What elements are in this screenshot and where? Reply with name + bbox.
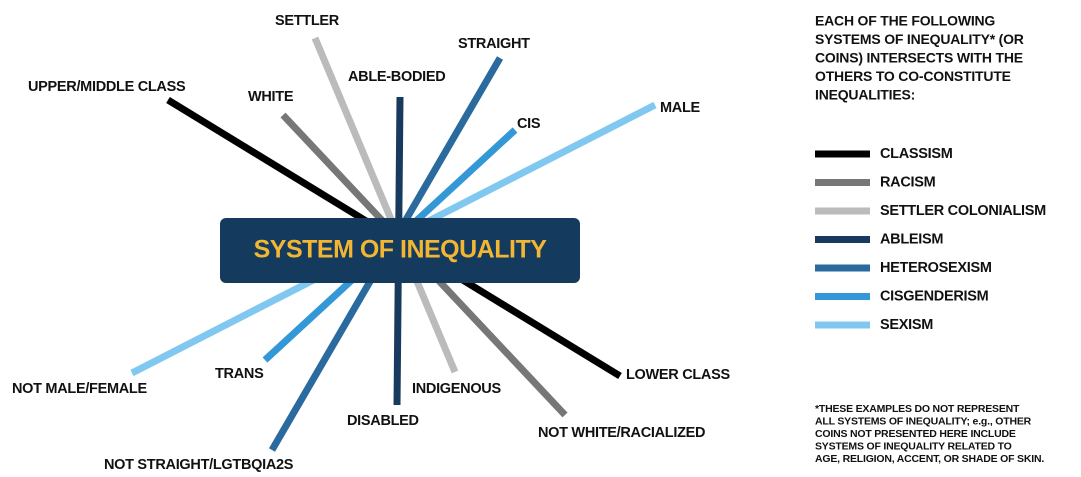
footnote-line: AGE, RELIGION, ACCENT, OR SHADE OF SKIN. bbox=[815, 453, 1044, 465]
footnote-line: COINS NOT PRESENTED HERE INCLUDE bbox=[815, 428, 1016, 440]
privileged-label: UPPER/MIDDLE CLASS bbox=[28, 79, 186, 95]
marginalized-label: NOT WHITE/RACIALIZED bbox=[538, 425, 705, 441]
legend-label: ABLEISM bbox=[880, 231, 943, 247]
marginalized-label: LOWER CLASS bbox=[626, 367, 730, 383]
heading-line: SYSTEMS OF INEQUALITY* (OR bbox=[815, 31, 1024, 47]
legend-label: RACISM bbox=[880, 174, 936, 190]
privileged-label: WHITE bbox=[248, 89, 294, 105]
center-label: SYSTEM OF INEQUALITY bbox=[254, 236, 548, 264]
privileged-label: SETTLER bbox=[275, 13, 340, 29]
privileged-label: ABLE-BODIED bbox=[348, 69, 445, 85]
center-box bbox=[220, 218, 580, 283]
footnote-line: *THESE EXAMPLES DO NOT REPRESENT bbox=[815, 403, 1020, 415]
legend-label: CLASSISM bbox=[880, 146, 953, 162]
legend-panel: CLASSISM RACISM SETTLER COLONIALISM ABLEISM… bbox=[815, 13, 1046, 465]
legend-label: SEXISM bbox=[880, 317, 933, 333]
system-line bbox=[311, 36, 459, 374]
heading-line: OTHERS TO CO-CONSTITUTE bbox=[815, 68, 1011, 84]
marginalized-label: DISABLED bbox=[347, 413, 419, 429]
legend-label: HETEROSEXISM bbox=[880, 260, 992, 276]
privileged-label: CIS bbox=[517, 116, 541, 132]
legend-label: SETTLER COLONIALISM bbox=[880, 203, 1046, 219]
privileged-label: STRAIGHT bbox=[458, 36, 530, 52]
footnote-line: ALL SYSTEMS OF INEQUALITY; e.g., OTHER bbox=[815, 415, 1032, 427]
labels: UPPER/MIDDLE CLASS LOWER CLASS WHITE NOT WH… bbox=[12, 13, 731, 473]
heading-line: COINS) INTERSECTS WITH THE bbox=[815, 50, 1023, 66]
marginalized-label: TRANS bbox=[215, 366, 264, 382]
legend-label: CISGENDERISM bbox=[880, 288, 989, 304]
heading-line: INEQUALITIES: bbox=[815, 87, 915, 103]
marginalized-label: INDIGENOUS bbox=[412, 381, 501, 397]
footnote-line: SYSTEMS OF INEQUALITY RELATED TO bbox=[815, 440, 1012, 452]
heading-line: EACH OF THE FOLLOWING bbox=[815, 13, 995, 29]
privileged-label: MALE bbox=[660, 100, 701, 116]
marginalized-label: NOT MALE/FEMALE bbox=[12, 381, 147, 397]
marginalized-label: NOT STRAIGHT/LGTBQIA2S bbox=[104, 457, 294, 473]
